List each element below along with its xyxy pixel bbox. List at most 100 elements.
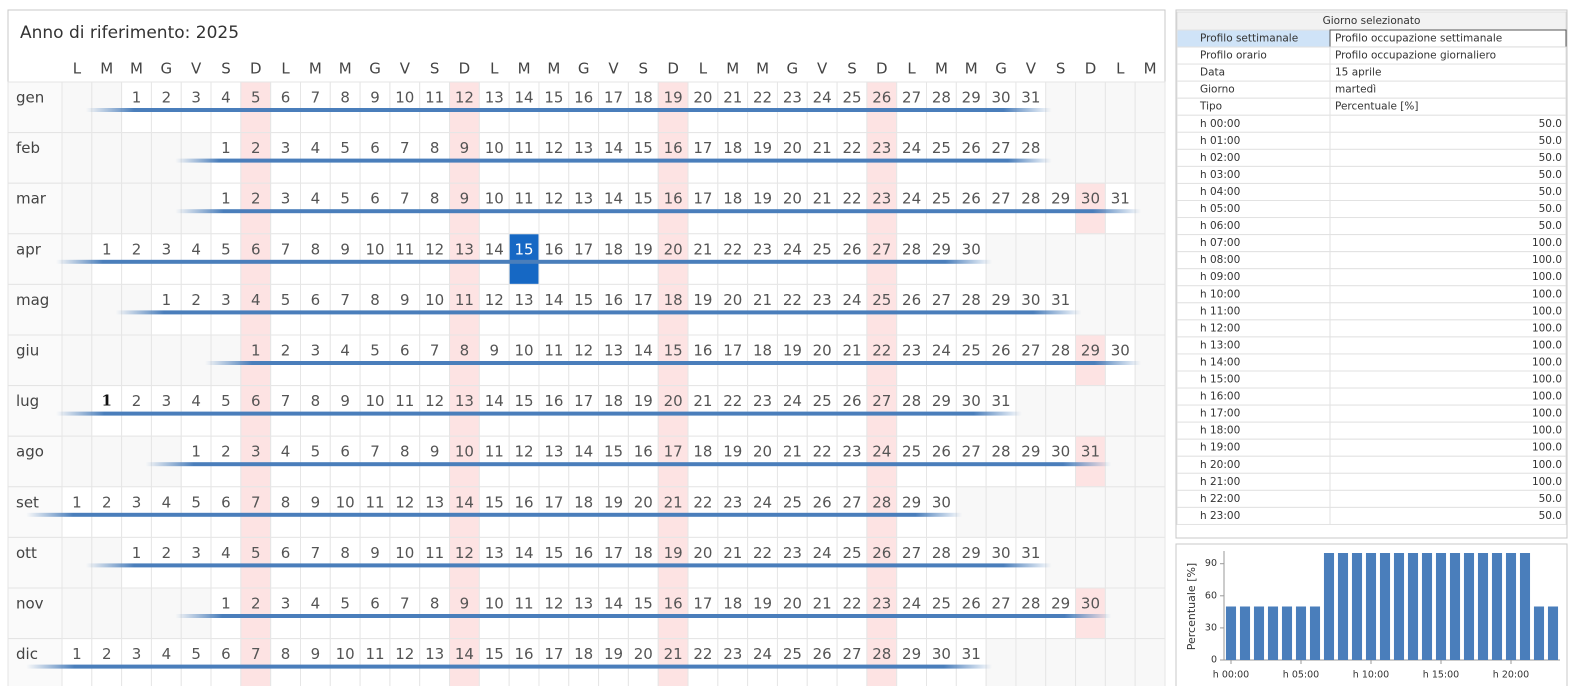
day-number: 3 — [132, 493, 142, 511]
day-cell — [1075, 283, 1106, 336]
day-number: 11 — [455, 291, 474, 309]
month-label: dic — [16, 645, 38, 663]
day-number: 13 — [485, 89, 504, 107]
day-cell — [866, 132, 898, 184]
row-value: 50.0 — [1539, 220, 1562, 232]
bar — [1519, 553, 1531, 660]
day-cell — [478, 587, 510, 640]
day-cell — [896, 638, 928, 686]
day-cell — [359, 132, 391, 184]
day-cell — [1075, 587, 1106, 640]
weekday-header: G — [578, 60, 590, 78]
weekday-header: M — [518, 60, 531, 78]
month-label: apr — [16, 240, 42, 258]
day-number: 19 — [753, 595, 772, 613]
day-number: 16 — [634, 443, 653, 461]
day-number: 29 — [1051, 190, 1070, 208]
day-number: 21 — [753, 291, 772, 309]
day-number: 28 — [872, 493, 891, 511]
day-number: 13 — [455, 392, 474, 410]
day-cell — [449, 233, 480, 285]
day-cell — [61, 132, 93, 184]
bar — [1225, 606, 1237, 660]
day-cell — [91, 283, 123, 336]
row-label: Data — [1200, 67, 1225, 79]
day-cell — [985, 81, 1017, 134]
day-number: 27 — [991, 139, 1010, 157]
day-number: 11 — [395, 392, 414, 410]
row-value-cell — [1329, 387, 1567, 406]
day-number: 10 — [336, 645, 355, 663]
weekday-header: S — [639, 60, 649, 78]
day-number: 4 — [281, 443, 291, 461]
day-cell — [389, 334, 421, 387]
day-number: 24 — [872, 443, 891, 461]
day-cell — [299, 587, 331, 640]
day-cell — [657, 486, 689, 538]
day-number: 5 — [281, 291, 291, 309]
day-cell — [538, 435, 570, 488]
day-number: 19 — [634, 240, 653, 258]
day-number: 29 — [902, 493, 921, 511]
day-cell — [687, 132, 719, 184]
day-number: 10 — [395, 89, 414, 107]
day-cell — [508, 486, 540, 538]
day-number: 16 — [515, 645, 534, 663]
month-label-cell — [7, 334, 63, 387]
day-number: 2 — [251, 190, 261, 208]
bar — [1267, 606, 1279, 660]
weekday-header: D — [459, 60, 471, 78]
day-cell — [1045, 486, 1077, 538]
day-cell — [538, 81, 570, 134]
day-number: 26 — [842, 240, 861, 258]
day-number: 14 — [515, 89, 534, 107]
day-number: 16 — [515, 493, 534, 511]
day-number: 23 — [783, 89, 802, 107]
day-number: 6 — [251, 392, 261, 410]
row-label: Tipo — [1199, 101, 1222, 113]
month-span-bar — [115, 310, 1082, 315]
day-number: 17 — [544, 645, 563, 663]
day-number: 24 — [842, 291, 861, 309]
row-value-cell — [1329, 148, 1567, 167]
day-cell — [627, 132, 659, 184]
day-cell — [61, 334, 93, 387]
day-cell — [299, 283, 331, 336]
row-label: h 00:00 — [1200, 118, 1240, 130]
bar — [1337, 553, 1349, 660]
day-number: 27 — [872, 240, 891, 258]
day-number: 8 — [460, 342, 470, 360]
day-number: 22 — [842, 190, 861, 208]
day-cell — [1045, 385, 1077, 437]
day-cell — [955, 486, 987, 538]
day-number: 15 — [485, 493, 504, 511]
day-cell — [1045, 587, 1077, 640]
x-tick-label: h 00:00 — [1213, 670, 1249, 681]
day-cell — [1134, 81, 1166, 134]
day-number: 29 — [932, 240, 951, 258]
row-value: 50.0 — [1539, 169, 1562, 181]
day-cell — [91, 81, 123, 134]
day-number: 9 — [311, 645, 321, 663]
day-cell — [449, 334, 480, 387]
day-number: 3 — [162, 392, 172, 410]
day-number: 3 — [162, 240, 172, 258]
day-cell — [121, 385, 152, 437]
row-label: h 19:00 — [1200, 442, 1240, 454]
day-cell — [568, 536, 600, 589]
day-cell — [687, 334, 719, 387]
day-cell — [1015, 182, 1047, 235]
day-cell — [627, 385, 659, 437]
day-cell — [1104, 233, 1136, 285]
month-span-bar — [85, 563, 1052, 568]
day-cell — [627, 283, 659, 336]
day-cell — [419, 334, 451, 387]
day-cell — [1104, 81, 1136, 134]
day-number: 31 — [962, 645, 981, 663]
day-cell — [210, 334, 242, 387]
day-number: 30 — [1081, 190, 1100, 208]
day-cell — [717, 334, 749, 387]
day-cell — [150, 587, 182, 640]
day-cell — [508, 233, 540, 285]
day-number: 5 — [221, 392, 231, 410]
